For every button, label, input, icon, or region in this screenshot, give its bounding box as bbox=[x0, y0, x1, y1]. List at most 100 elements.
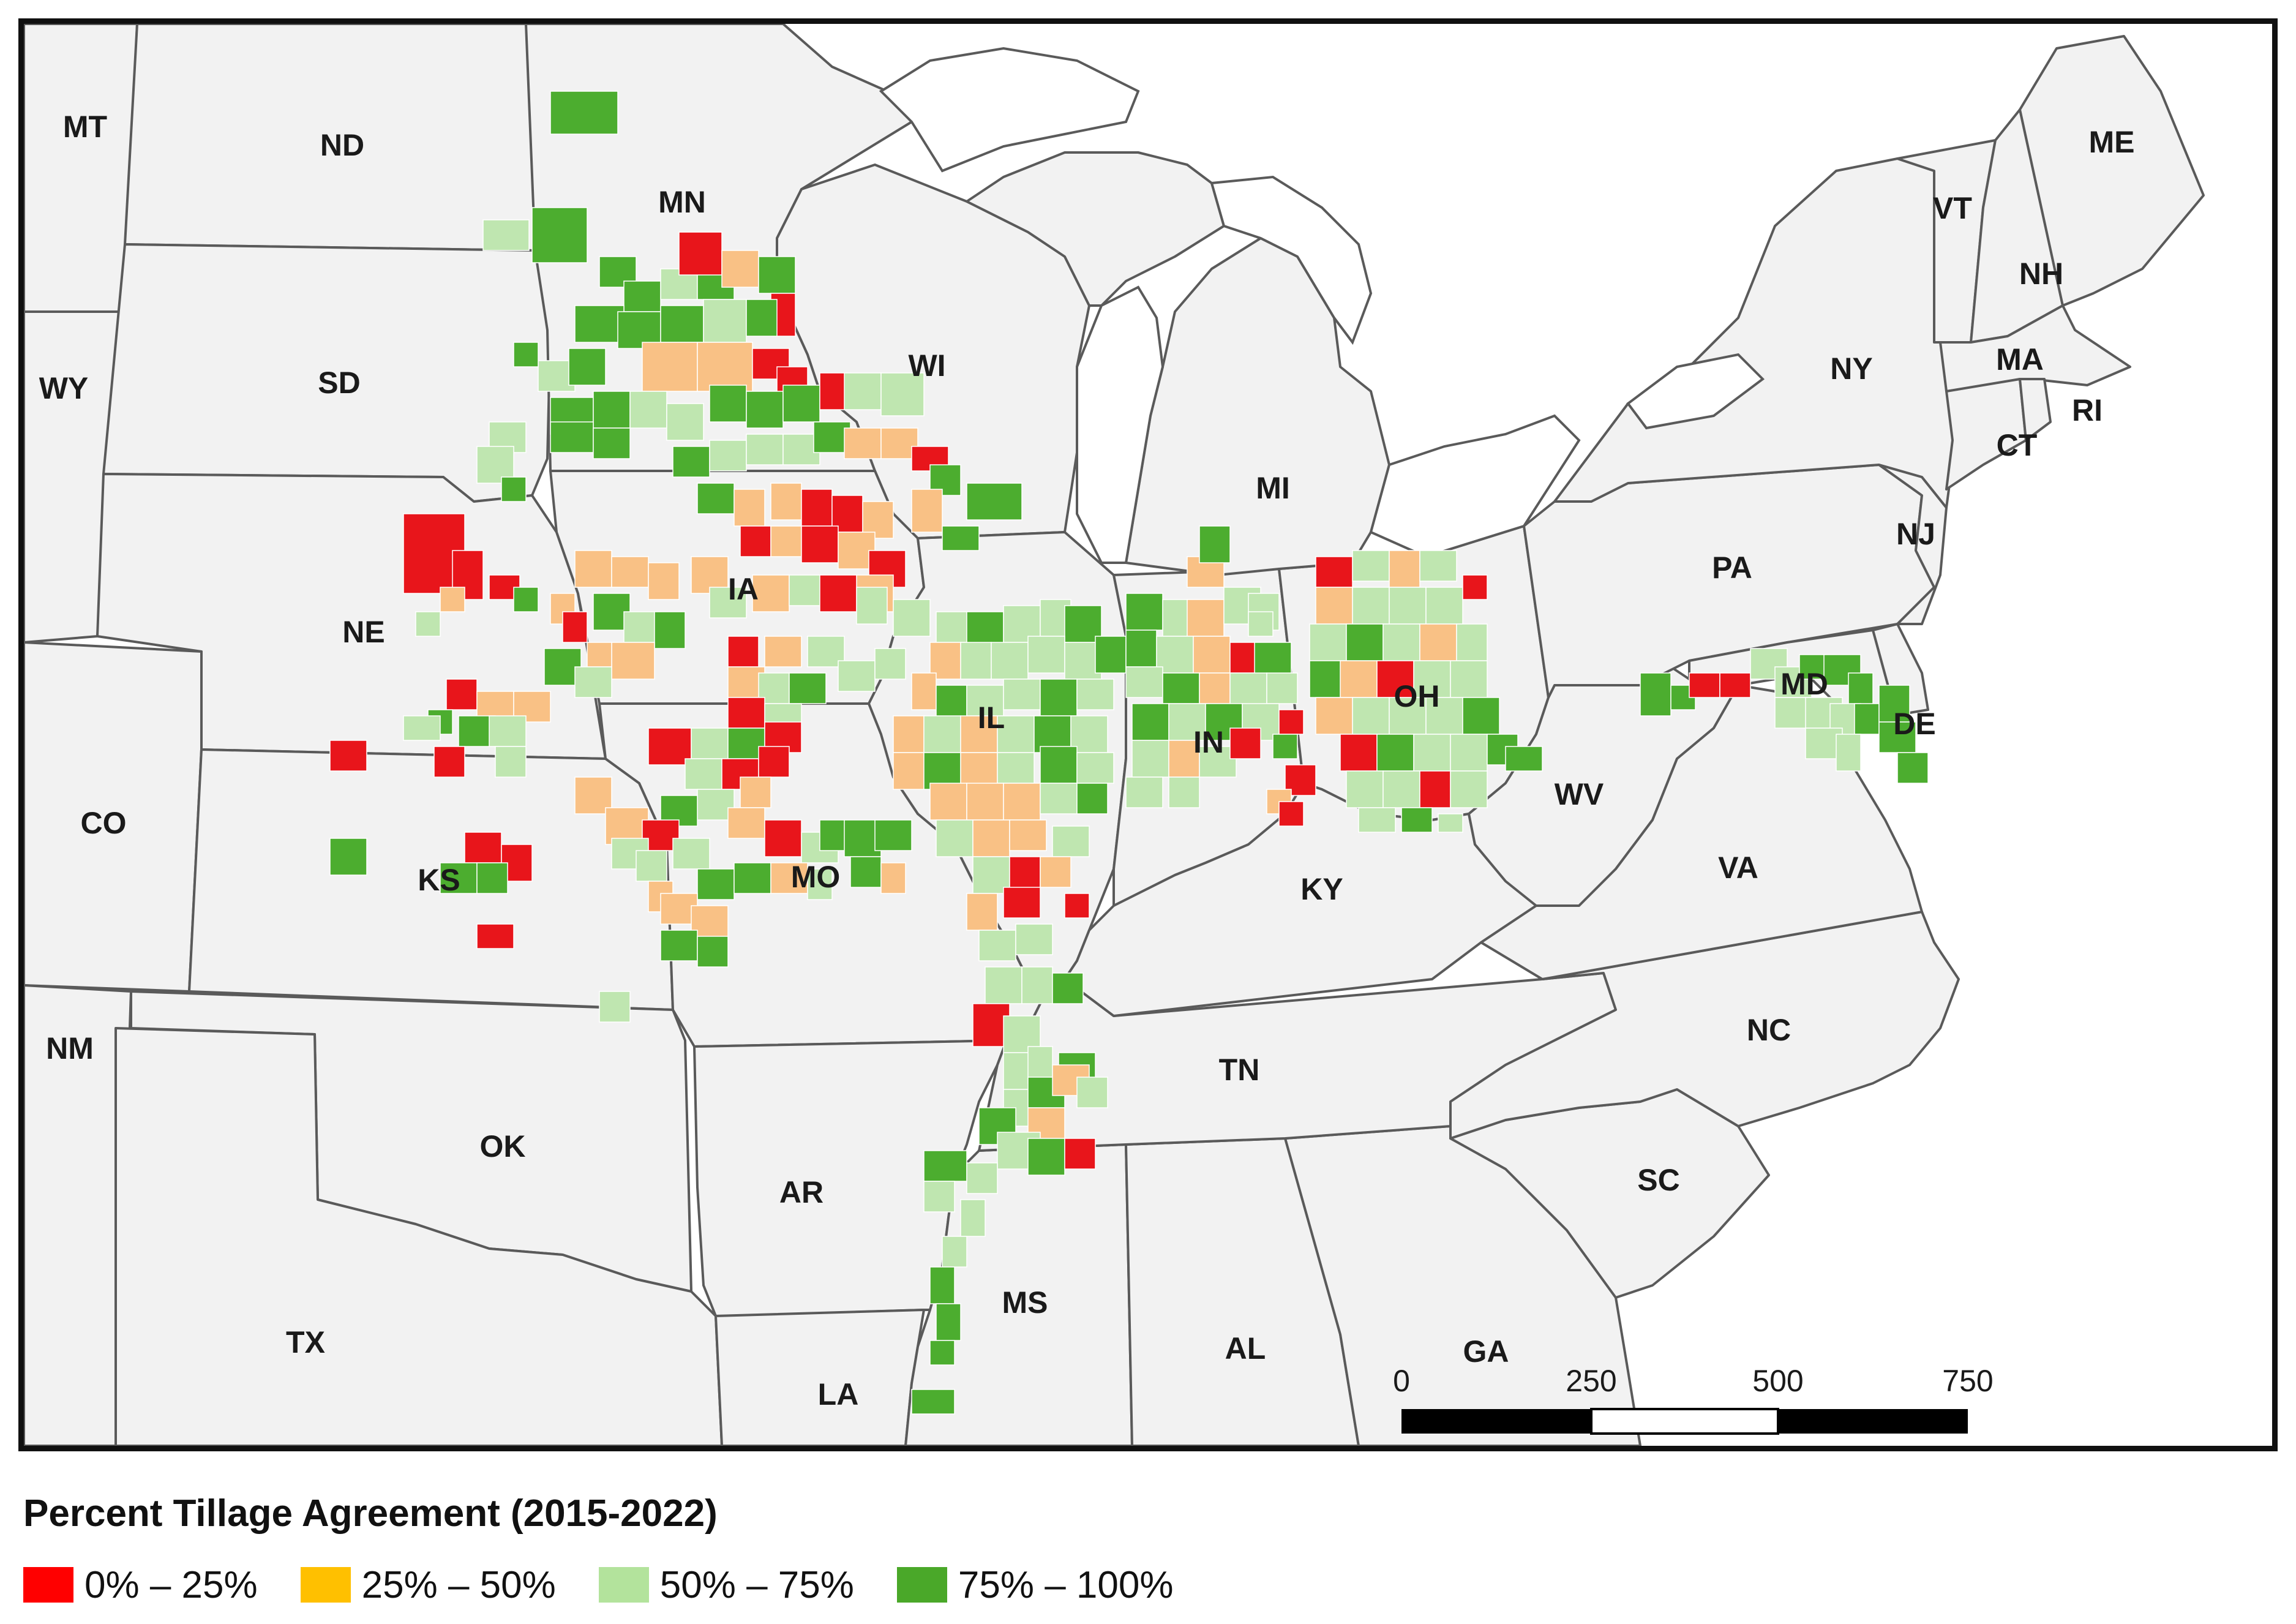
label-wy: WY bbox=[39, 371, 89, 405]
county-tile bbox=[1689, 672, 1720, 698]
county-tile bbox=[1272, 734, 1298, 759]
county-tiles bbox=[329, 91, 1929, 1415]
county-tile bbox=[1315, 556, 1353, 588]
county-tile bbox=[874, 648, 906, 680]
county-tile bbox=[1076, 1077, 1108, 1108]
county-tile bbox=[789, 672, 827, 704]
legend-title: Percent Tillage Agreement (2015-2022) bbox=[23, 1492, 718, 1535]
label-ks: KS bbox=[418, 863, 460, 897]
county-tile bbox=[1878, 721, 1916, 753]
county-tile bbox=[1346, 770, 1384, 808]
county-tile bbox=[1131, 703, 1169, 741]
county-tile bbox=[966, 783, 1004, 821]
label-nc: NC bbox=[1747, 1013, 1791, 1047]
county-tile bbox=[746, 299, 778, 337]
county-tile bbox=[574, 305, 625, 343]
county-tile bbox=[929, 1340, 955, 1366]
label-wv: WV bbox=[1555, 777, 1604, 811]
county-tile bbox=[697, 936, 729, 968]
county-tile bbox=[1505, 746, 1543, 772]
county-tile bbox=[1419, 550, 1457, 582]
county-tile bbox=[1125, 593, 1163, 631]
county-tile bbox=[874, 819, 912, 851]
legend-item: 75% – 100% bbox=[896, 1563, 1174, 1607]
county-tile bbox=[691, 727, 729, 759]
county-tile bbox=[880, 372, 925, 416]
county-tile bbox=[1131, 740, 1169, 778]
county-tile bbox=[1266, 672, 1298, 704]
county-tile bbox=[446, 679, 478, 710]
county-tile bbox=[1095, 636, 1127, 674]
county-tile bbox=[960, 642, 992, 680]
county-tile bbox=[531, 207, 588, 263]
county-tile bbox=[936, 819, 974, 857]
county-tile bbox=[764, 819, 802, 857]
label-ri: RI bbox=[2072, 393, 2103, 427]
label-ne: NE bbox=[342, 615, 385, 649]
county-tile bbox=[678, 231, 722, 276]
county-tile bbox=[844, 372, 882, 410]
county-tile bbox=[1438, 813, 1463, 833]
label-ct: CT bbox=[1997, 428, 2038, 462]
label-oh: OH bbox=[1394, 679, 1440, 713]
label-tn: TN bbox=[1219, 1053, 1260, 1087]
county-tile bbox=[599, 256, 637, 288]
county-tile bbox=[929, 1266, 955, 1304]
label-pa: PA bbox=[1712, 551, 1752, 585]
county-tile bbox=[513, 587, 539, 612]
county-tile bbox=[1125, 776, 1163, 808]
county-tile bbox=[929, 783, 967, 821]
county-tile bbox=[966, 483, 1022, 521]
county-tile bbox=[1854, 703, 1880, 735]
county-tile bbox=[1248, 611, 1274, 637]
label-al: AL bbox=[1225, 1331, 1266, 1366]
county-tile bbox=[782, 385, 820, 423]
county-tile bbox=[403, 715, 441, 741]
label-il: IL bbox=[978, 701, 1005, 735]
legend-swatch bbox=[23, 1567, 73, 1603]
label-mo: MO bbox=[791, 860, 841, 894]
state-mi-upper bbox=[966, 151, 1225, 307]
county-tile bbox=[770, 862, 808, 894]
county-tile bbox=[648, 727, 692, 765]
legend-label: 75% – 100% bbox=[958, 1563, 1174, 1606]
county-tile bbox=[1076, 783, 1108, 814]
legend: 0% – 25% 25% – 50% 50% – 75% 75% – 100% bbox=[23, 1560, 1217, 1609]
county-tile bbox=[1040, 679, 1078, 716]
county-tile bbox=[574, 666, 612, 698]
county-tile bbox=[770, 525, 802, 557]
label-mi: MI bbox=[1256, 471, 1290, 505]
county-tile bbox=[923, 1181, 955, 1212]
county-tile bbox=[654, 611, 686, 649]
county-tile bbox=[574, 550, 612, 588]
label-ar: AR bbox=[779, 1175, 823, 1209]
county-tile bbox=[1897, 752, 1929, 784]
county-tile bbox=[593, 391, 631, 429]
county-tile bbox=[440, 587, 465, 612]
county-tile bbox=[1003, 679, 1041, 710]
county-tile bbox=[1168, 776, 1200, 808]
county-tile bbox=[1040, 783, 1078, 814]
county-tile bbox=[758, 256, 796, 294]
county-tile bbox=[495, 746, 527, 778]
county-tile bbox=[1125, 630, 1157, 667]
scale-bar: 0 250 500 750 bbox=[1393, 1364, 1994, 1435]
county-tile bbox=[1315, 697, 1353, 735]
scale-tick-500: 500 bbox=[1752, 1364, 1803, 1398]
label-ok: OK bbox=[480, 1129, 526, 1163]
label-mt: MT bbox=[63, 110, 107, 144]
county-tile bbox=[1052, 972, 1084, 1004]
county-tile bbox=[844, 427, 882, 459]
lake-erie bbox=[1369, 414, 1581, 558]
county-tile bbox=[697, 342, 753, 392]
county-tile bbox=[960, 1199, 986, 1237]
county-tile bbox=[1462, 697, 1500, 735]
label-la: LA bbox=[818, 1377, 859, 1412]
county-tile bbox=[476, 923, 514, 949]
scale-segment-2 bbox=[1590, 1408, 1779, 1435]
county-tile bbox=[587, 642, 612, 667]
county-tile bbox=[1419, 623, 1457, 661]
county-tile bbox=[923, 1150, 967, 1182]
county-tile bbox=[893, 752, 925, 790]
county-tile bbox=[1064, 893, 1090, 919]
